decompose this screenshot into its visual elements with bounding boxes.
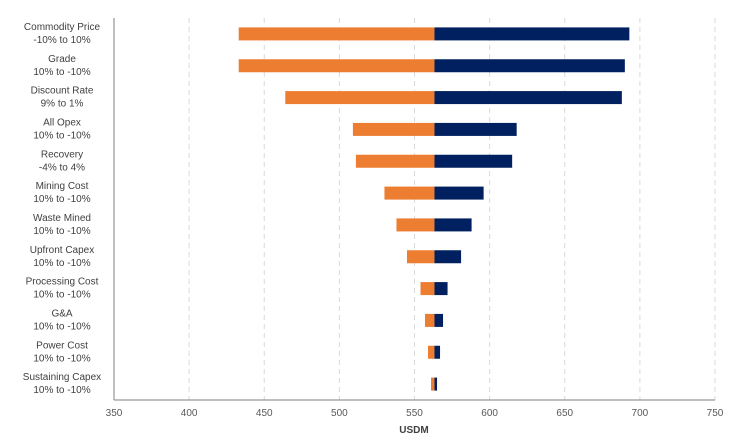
- bar-low: [425, 313, 435, 327]
- category-range: 10% to -10%: [33, 385, 90, 396]
- category-range: 10% to -10%: [33, 67, 90, 78]
- bar-low: [420, 282, 435, 296]
- bar-low: [406, 250, 435, 264]
- category-range: 9% to 1%: [41, 99, 84, 110]
- category-labels: Commodity Price -10% to 10% Grade 10% to -1…: [23, 22, 101, 396]
- bar-low: [238, 59, 435, 73]
- bar-high: [434, 27, 630, 41]
- category-name: Sustaining Capex: [23, 372, 101, 383]
- bars: [238, 27, 630, 391]
- category-name: Commodity Price: [24, 22, 101, 33]
- category-name: Grade: [48, 54, 76, 65]
- category-range: 10% to -10%: [33, 258, 90, 269]
- bar-low: [431, 377, 435, 391]
- category-range: 10% to -10%: [33, 194, 90, 205]
- category-range: 10% to -10%: [33, 290, 90, 301]
- x-tick-label: 700: [632, 408, 649, 419]
- bar-low: [396, 218, 435, 232]
- category-range: -4% to 4%: [39, 162, 85, 173]
- x-tick-label: 550: [406, 408, 423, 419]
- bar-low: [352, 122, 435, 136]
- category-name: Discount Rate: [31, 86, 94, 97]
- gridlines: [188, 18, 716, 400]
- x-tick-label: 400: [181, 408, 198, 419]
- bar-low: [428, 345, 435, 359]
- category-name: Processing Cost: [26, 277, 99, 288]
- category-name: Power Cost: [36, 340, 88, 351]
- x-tick-label: 450: [256, 408, 273, 419]
- category-name: Upfront Capex: [30, 245, 94, 256]
- x-tick-label: 600: [481, 408, 498, 419]
- bar-high: [434, 186, 484, 200]
- x-tick-label: 650: [556, 408, 573, 419]
- bar-high: [434, 59, 625, 73]
- bar-low: [355, 154, 435, 168]
- x-tick-label: 350: [106, 408, 123, 419]
- bar-high: [434, 313, 444, 327]
- bar-high: [434, 91, 622, 105]
- bar-high: [434, 122, 517, 136]
- bar-low: [285, 91, 435, 105]
- bar-high: [434, 377, 438, 391]
- x-tick-label: 500: [331, 408, 348, 419]
- category-name: Waste Mined: [33, 213, 91, 224]
- bar-high: [434, 218, 472, 232]
- category-name: G&A: [51, 308, 72, 319]
- category-range: 10% to -10%: [33, 226, 90, 237]
- bar-high: [434, 345, 441, 359]
- x-axis-label: USDM: [399, 425, 428, 436]
- bar-low: [238, 27, 435, 41]
- category-range: 10% to -10%: [33, 353, 90, 364]
- category-name: Recovery: [41, 149, 83, 160]
- category-name: Mining Cost: [36, 181, 89, 192]
- bar-high: [434, 250, 462, 264]
- category-name: All Opex: [43, 117, 81, 128]
- bar-low: [384, 186, 435, 200]
- x-tick-labels: 350 400 450 500 550 600 650 700 750: [106, 408, 724, 419]
- x-tick-label: 750: [707, 408, 724, 419]
- bar-high: [434, 154, 513, 168]
- category-range: -10% to 10%: [33, 35, 90, 46]
- bar-high: [434, 282, 448, 296]
- category-range: 10% to -10%: [33, 321, 90, 332]
- category-range: 10% to -10%: [33, 130, 90, 141]
